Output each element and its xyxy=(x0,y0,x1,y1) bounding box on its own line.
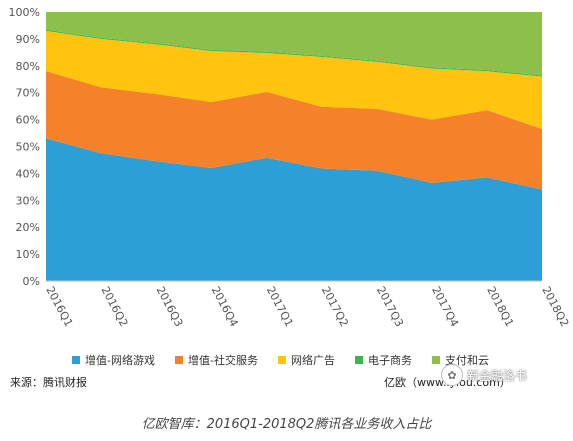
legend-swatch xyxy=(277,356,286,364)
legend-label: 支付和云 xyxy=(444,354,489,367)
watermark-text: 新金融洛书 xyxy=(467,368,528,383)
legend-swatch xyxy=(431,356,440,364)
y-tick-label: 20% xyxy=(16,221,40,234)
x-tick-label: 2017Q4 xyxy=(429,284,461,329)
area-series-3 xyxy=(46,30,542,130)
x-tick-label: 2018Q2 xyxy=(539,284,571,329)
legend-swatch xyxy=(174,356,183,364)
y-tick-label: 60% xyxy=(16,114,40,127)
x-tick-label: 2018Q1 xyxy=(484,284,516,329)
area-series-5 xyxy=(46,12,542,76)
y-tick-label: 50% xyxy=(16,141,40,154)
x-tick-label: 2017Q1 xyxy=(264,284,296,329)
legend-swatch xyxy=(354,356,363,364)
y-tick-label: 80% xyxy=(16,60,40,73)
y-tick-label: 30% xyxy=(16,194,40,207)
y-tick-label: 100% xyxy=(9,6,40,19)
y-tick-label: 0% xyxy=(23,275,40,288)
legend-label: 网络广告 xyxy=(290,354,335,367)
wechat-icon: ✿ xyxy=(441,364,463,386)
x-tick-label: 2016Q4 xyxy=(209,284,241,329)
legend-label: 增值-社交服务 xyxy=(187,354,258,367)
legend-label: 增值-网络游戏 xyxy=(85,354,155,367)
legend-item: 网络广告 xyxy=(277,352,335,368)
chart-caption: 亿欧智库：2016Q1-2018Q2腾讯各业务收入占比 xyxy=(141,417,432,432)
y-tick-label: 90% xyxy=(16,33,40,46)
area-series-1 xyxy=(46,138,542,281)
area-series-2 xyxy=(46,71,542,190)
watermark: ✿ 新金融洛书 xyxy=(441,364,527,386)
legend-item: 增值-网络游戏 xyxy=(72,352,155,368)
legend-item: 支付和云 xyxy=(431,352,489,368)
legend-item: 电子商务 xyxy=(354,352,412,368)
legend-item: 增值-社交服务 xyxy=(174,352,258,368)
y-tick-label: 70% xyxy=(16,87,40,100)
legend-label: 电子商务 xyxy=(367,354,412,367)
x-tick-label: 2016Q1 xyxy=(43,284,75,329)
legend: 增值-网络游戏 增值-社交服务 网络广告 电子商务 支付和云 xyxy=(72,353,509,367)
x-tick-label: 2017Q2 xyxy=(319,284,351,329)
source-text: 来源：腾讯财报 xyxy=(10,376,87,389)
legend-swatch xyxy=(72,356,80,364)
y-tick-label: 10% xyxy=(16,248,40,261)
x-tick-label: 2017Q3 xyxy=(374,284,406,329)
x-tick-label: 2016Q3 xyxy=(154,284,186,329)
y-tick-label: 40% xyxy=(16,167,40,180)
x-tick-label: 2016Q2 xyxy=(98,284,130,329)
